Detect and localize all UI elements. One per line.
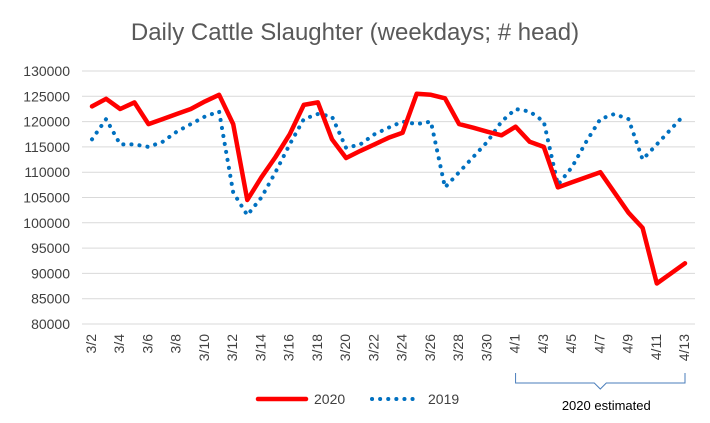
y-tick-label: 125000 bbox=[23, 88, 70, 104]
x-tick-label: 3/4 bbox=[111, 334, 127, 354]
x-tick-label: 3/14 bbox=[252, 334, 268, 361]
x-tick-label: 3/16 bbox=[281, 334, 297, 361]
y-tick-label: 90000 bbox=[31, 265, 70, 281]
x-tick-label: 3/30 bbox=[478, 334, 494, 361]
y-tick-label: 115000 bbox=[24, 139, 70, 155]
x-tick-label: 3/10 bbox=[196, 334, 212, 361]
y-tick-label: 100000 bbox=[23, 215, 70, 231]
x-tick-label: 3/26 bbox=[422, 334, 438, 361]
annotations: 2020 estimated bbox=[515, 373, 686, 413]
series-lines bbox=[89, 91, 688, 286]
x-tick-label: 4/11 bbox=[648, 334, 664, 360]
y-tick-label: 95000 bbox=[31, 240, 70, 256]
x-tick-label: 3/2 bbox=[83, 334, 99, 354]
x-tick-label: 3/8 bbox=[168, 334, 184, 354]
x-axis-tick-labels: 3/2 3/4 3/6 3/8 3/10 3/12 3/14 3/16 3/18 3/20 3/22… bbox=[83, 334, 692, 361]
legend-label-2019: 2019 bbox=[428, 391, 459, 407]
annotation-bracket bbox=[515, 373, 686, 390]
legend: 2020 2019 bbox=[255, 391, 459, 407]
x-tick-label: 3/20 bbox=[337, 334, 353, 361]
x-tick-label: 4/1 bbox=[507, 334, 523, 354]
x-tick-label: 3/24 bbox=[394, 334, 410, 361]
y-tick-label: 110000 bbox=[24, 164, 70, 180]
x-tick-label: 4/13 bbox=[676, 334, 692, 361]
annotation-label: 2020 estimated bbox=[562, 398, 651, 413]
legend-label-2020: 2020 bbox=[314, 391, 345, 407]
y-tick-label: 85000 bbox=[31, 291, 70, 307]
gridlines bbox=[82, 70, 695, 325]
y-axis-tick-labels: 80000 85000 90000 95000 100000 105000 110000 11… bbox=[23, 63, 70, 332]
y-tick-label: 80000 bbox=[31, 316, 70, 332]
y-tick-label: 120000 bbox=[23, 114, 70, 130]
x-tick-label: 3/22 bbox=[365, 334, 381, 361]
x-tick-label: 3/18 bbox=[309, 334, 325, 361]
x-tick-label: 4/9 bbox=[620, 334, 636, 354]
x-tick-label: 3/6 bbox=[139, 334, 155, 354]
chart-title: Daily Cattle Slaughter (weekdays; # head… bbox=[131, 19, 579, 46]
x-tick-label: 4/7 bbox=[591, 334, 607, 354]
x-tick-label: 3/12 bbox=[224, 334, 240, 361]
x-tick-label: 4/5 bbox=[563, 334, 579, 354]
y-tick-label: 130000 bbox=[23, 63, 70, 79]
y-tick-label: 105000 bbox=[23, 190, 70, 206]
series-line-2020 bbox=[89, 91, 688, 286]
x-tick-label: 4/3 bbox=[535, 334, 551, 354]
x-tick-label: 3/28 bbox=[450, 334, 466, 361]
series-line-2019 bbox=[90, 107, 687, 218]
